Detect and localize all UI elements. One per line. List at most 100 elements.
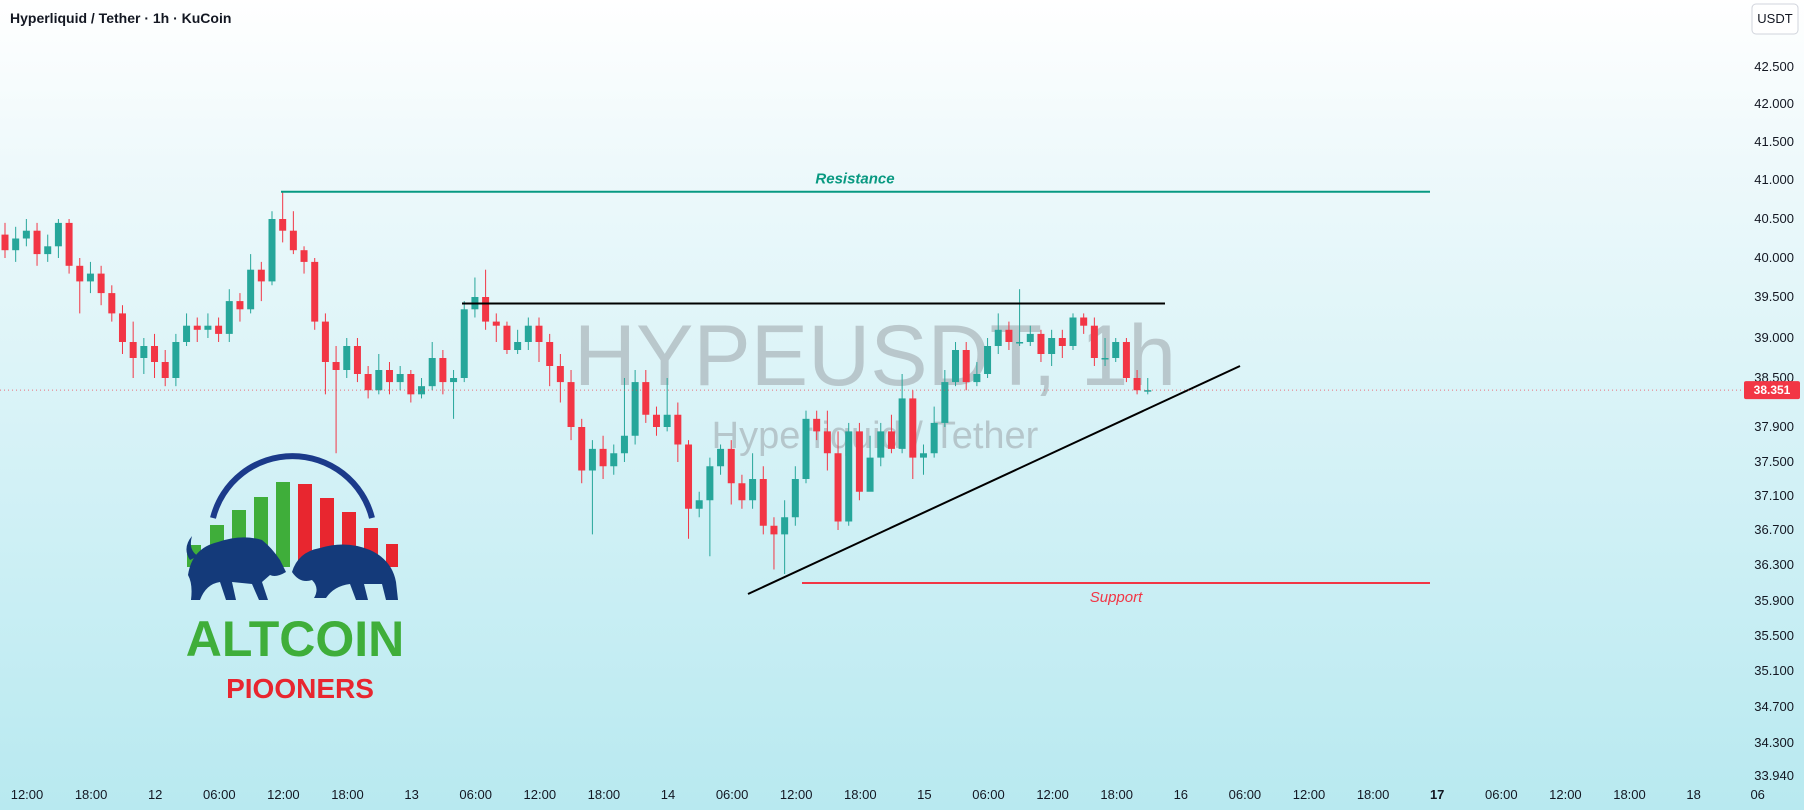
candle — [866, 435, 874, 492]
candle-body — [364, 374, 372, 391]
candle-body — [503, 325, 511, 350]
x-tick-label: 12:00 — [267, 787, 300, 802]
x-tick-label: 06:00 — [459, 787, 492, 802]
candle-body — [930, 422, 938, 454]
currency-button[interactable]: USDT — [1751, 3, 1799, 35]
candle — [385, 362, 393, 395]
candle-body — [343, 346, 351, 370]
candle — [375, 354, 383, 395]
candle-body — [941, 382, 949, 423]
candle-body — [727, 448, 735, 484]
last-price-tag-box — [1744, 381, 1800, 400]
candle-body — [524, 325, 532, 342]
candle-body — [54, 222, 62, 247]
candle — [44, 234, 52, 262]
candle-body — [823, 431, 831, 454]
candle-body — [984, 346, 992, 374]
candle — [567, 370, 575, 441]
x-tick-label: 18:00 — [1357, 787, 1390, 802]
candle — [1090, 317, 1098, 366]
candle-body — [706, 466, 714, 501]
candle-body — [855, 431, 863, 492]
logo-word-altcoin: ALTCOIN — [186, 611, 404, 667]
candle — [930, 406, 938, 458]
candle — [738, 474, 746, 509]
x-tick-label: 15 — [917, 787, 931, 802]
candle-body — [428, 358, 436, 387]
candle-body — [791, 479, 799, 518]
candle-body — [375, 370, 383, 391]
candle-body — [76, 265, 84, 282]
candle — [802, 410, 810, 484]
candle — [887, 414, 895, 454]
candle — [257, 261, 265, 302]
y-tick-label: 39.500 — [1754, 289, 1794, 304]
last-price-tag: 38.351 — [0, 381, 1800, 400]
candle — [813, 410, 821, 441]
candle — [556, 354, 564, 403]
candle-body — [674, 414, 682, 445]
candle-body — [418, 386, 426, 395]
candle-body — [396, 374, 404, 383]
x-tick-label: 18 — [1686, 787, 1700, 802]
candle — [919, 444, 927, 475]
candle — [204, 313, 212, 338]
y-tick-label: 39.000 — [1754, 330, 1794, 345]
ascending-trendline[interactable] — [747, 365, 1241, 595]
x-tick-label: 17 — [1430, 787, 1444, 802]
candle — [12, 226, 20, 262]
candle — [877, 422, 885, 467]
candle — [620, 378, 628, 462]
y-tick-label: 42.000 — [1754, 96, 1794, 111]
candle-body — [407, 374, 415, 395]
y-tick-label: 36.300 — [1754, 557, 1794, 572]
candle-body — [556, 366, 564, 383]
candle-body — [140, 346, 148, 358]
candle-body — [631, 382, 639, 436]
candle — [300, 246, 308, 274]
candle — [215, 317, 223, 342]
candle-body — [834, 453, 842, 522]
candle-body — [482, 297, 490, 322]
candle — [855, 422, 863, 501]
candle-body — [909, 398, 917, 458]
currency-button-frame[interactable] — [1751, 3, 1799, 35]
candle — [1048, 329, 1056, 366]
currency-button-label[interactable]: USDT — [1757, 11, 1792, 26]
candle — [22, 219, 30, 247]
candle — [118, 305, 126, 354]
candle — [76, 258, 84, 314]
candle-body — [738, 483, 746, 501]
last-price-tag-text: 38.351 — [1754, 383, 1791, 397]
candle-body — [663, 414, 671, 427]
candle — [439, 350, 447, 395]
candle — [952, 342, 960, 387]
candle-body — [311, 261, 319, 322]
candle-body — [385, 370, 393, 383]
x-axis: 12:00 18:00 12 06:00 12:00 18:00 13 06:00 12:00 1… — [11, 787, 1765, 802]
candle-body — [44, 246, 52, 255]
candle — [140, 338, 148, 374]
candle-body — [695, 500, 703, 509]
candle — [1058, 329, 1066, 358]
candle-body — [749, 479, 757, 501]
candle-body — [268, 219, 276, 282]
candle-body — [578, 427, 586, 471]
x-tick-label: 06:00 — [972, 787, 1005, 802]
candle-body — [151, 346, 159, 362]
logo-bar — [298, 484, 312, 567]
candle-body — [994, 329, 1002, 346]
candle — [1133, 370, 1141, 395]
candle — [770, 517, 778, 570]
candle-body — [813, 418, 821, 432]
candle — [332, 346, 340, 454]
candle-body — [1101, 358, 1109, 360]
logo-arc — [210, 453, 375, 519]
candle — [321, 313, 329, 395]
candle — [396, 366, 404, 391]
y-axis: 42.500 42.000 41.500 41.000 40.500 40.000 39.5… — [1754, 59, 1794, 783]
logo-word-pioneers: PIOONERS — [226, 673, 374, 704]
candle — [482, 269, 490, 330]
